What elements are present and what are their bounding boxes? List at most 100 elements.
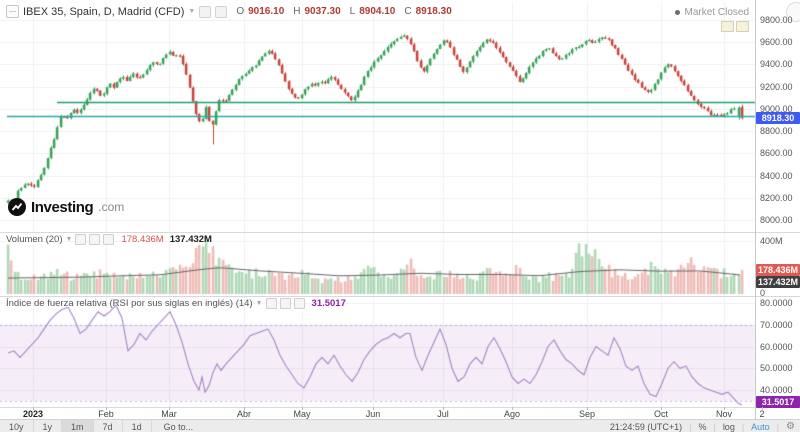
toolbar-right: 21:24:59 (UTC+1) | % | log | Auto | ⚙ bbox=[610, 421, 800, 432]
chart-canvas[interactable] bbox=[0, 0, 800, 407]
time-axis-tick-mark bbox=[661, 407, 662, 410]
collapse-icon[interactable]: — bbox=[6, 5, 19, 18]
rsi-indicator-label[interactable]: Índice de fuerza relativa (RSI por sus s… bbox=[6, 298, 253, 309]
range-buttons: 10y 1y 1m 7d 1d Go to... bbox=[0, 420, 205, 432]
investing-logo-icon bbox=[8, 198, 26, 216]
panel-divider-volume[interactable] bbox=[0, 232, 800, 233]
axis-settings-buttons bbox=[721, 21, 749, 32]
price-axis-tick: 9600.00 bbox=[760, 37, 793, 48]
open-label: O bbox=[236, 6, 245, 17]
open-value: 9016.10 bbox=[248, 6, 285, 17]
chart-settings-icon[interactable] bbox=[786, 2, 800, 22]
volume-indicator-label[interactable]: Volumen (20) bbox=[6, 234, 63, 245]
price-axis-tick: 9800.00 bbox=[760, 15, 793, 25]
time-axis-tick-mark bbox=[724, 407, 725, 410]
volume-axis-tick: 400M bbox=[760, 236, 783, 246]
volume-ma-value: 137.432M bbox=[169, 234, 212, 245]
price-axis-tick: 8400.00 bbox=[760, 170, 793, 181]
time-axis-tick-mark bbox=[443, 407, 444, 410]
price-axis-tick: 8000.00 bbox=[760, 215, 793, 225]
price-axis-tick: 8200.00 bbox=[760, 192, 793, 203]
auto-scale-button[interactable]: Auto bbox=[751, 421, 770, 432]
toolbar-separator: | bbox=[689, 421, 692, 432]
goto-button[interactable]: Go to... bbox=[163, 421, 194, 432]
investing-logo-tld: .com bbox=[98, 200, 125, 214]
panel-divider-rsi[interactable] bbox=[0, 296, 800, 297]
time-axis-label: Abr bbox=[236, 409, 252, 419]
rsi-badge: 31.5017 bbox=[756, 396, 800, 408]
volume-badge-current: 178.436M bbox=[756, 264, 800, 276]
time-axis-tick-mark bbox=[33, 407, 34, 410]
eye-icon[interactable] bbox=[75, 234, 87, 245]
time-axis-label: Feb bbox=[98, 409, 114, 419]
instrument-header: — IBEX 35, Spain, D, Madrid (CFD) ▼ O 90… bbox=[6, 5, 452, 18]
rsi-axis-tick: 60.0000 bbox=[760, 341, 793, 352]
time-axis-label: Jul bbox=[437, 409, 449, 419]
close-icon[interactable] bbox=[103, 234, 115, 245]
time-axis-label: May bbox=[293, 409, 311, 419]
volume-axis-tick: 0 bbox=[760, 288, 766, 298]
price-axis-separator[interactable] bbox=[755, 0, 756, 419]
time-axis-tick-mark bbox=[587, 407, 588, 410]
range-button-1m[interactable]: 1m bbox=[62, 420, 94, 432]
toolbar-separator: | bbox=[741, 421, 745, 432]
time-axis-tick-mark bbox=[762, 407, 763, 410]
gear-icon[interactable] bbox=[89, 234, 101, 245]
chevron-down-icon[interactable]: ▼ bbox=[65, 236, 73, 243]
market-status: Market Closed bbox=[674, 7, 749, 18]
toolbar-separator: | bbox=[713, 421, 716, 432]
volume-badge-ma: 137.432M bbox=[756, 276, 800, 288]
gear-icon[interactable] bbox=[279, 298, 291, 309]
low-label: L bbox=[349, 6, 356, 17]
time-axis-label: Sep bbox=[578, 409, 596, 419]
rsi-axis-tick: 70.0000 bbox=[760, 319, 793, 330]
time-axis-label: Jun bbox=[365, 409, 381, 419]
high-label: H bbox=[293, 6, 301, 17]
eye-icon[interactable] bbox=[265, 298, 277, 309]
close-icon[interactable] bbox=[293, 298, 305, 309]
time-axis-label: 2023 bbox=[22, 409, 44, 419]
eye-icon[interactable] bbox=[199, 5, 212, 18]
gear-icon[interactable] bbox=[215, 5, 228, 18]
range-button-10y[interactable]: 10y bbox=[0, 420, 34, 432]
rsi-axis-tick: 50.0000 bbox=[760, 363, 793, 374]
low-value: 8904.10 bbox=[359, 6, 396, 17]
clock-label: 21:24:59 (UTC+1) bbox=[609, 421, 683, 432]
instrument-title[interactable]: IBEX 35, Spain, D, Madrid (CFD) bbox=[23, 5, 185, 18]
toolbar-separator: | bbox=[776, 421, 780, 432]
price-axis-tick: 9200.00 bbox=[760, 81, 793, 92]
time-axis-tick-mark bbox=[302, 407, 303, 410]
volume-current-value: 178.436M bbox=[121, 234, 164, 245]
close-label: C bbox=[404, 6, 412, 17]
time-axis[interactable]: 2023 Feb Mar Abr May Jun Jul Ago Sep Oct Nov 2 bbox=[0, 407, 800, 419]
axis-settings-icon-1[interactable] bbox=[721, 21, 734, 32]
rsi-axis-tick: 40.0000 bbox=[760, 385, 793, 395]
log-scale-button[interactable]: log bbox=[722, 421, 735, 432]
settings-gear-icon[interactable]: ⚙ bbox=[786, 421, 795, 432]
rsi-panel-header: Índice de fuerza relativa (RSI por sus s… bbox=[6, 298, 346, 309]
high-value: 9037.30 bbox=[304, 6, 341, 17]
rsi-current-value: 31.5017 bbox=[311, 298, 346, 309]
time-axis-tick-mark bbox=[373, 407, 374, 410]
last-price-badge: 8918.30 bbox=[756, 111, 800, 124]
time-axis-label: Oct bbox=[653, 409, 669, 419]
chevron-down-icon[interactable]: ▼ bbox=[255, 300, 263, 307]
time-axis-label: Mar bbox=[161, 409, 177, 419]
investing-logo-text: Investing bbox=[31, 198, 94, 216]
chevron-down-icon[interactable]: ▼ bbox=[188, 8, 196, 15]
range-button-1y[interactable]: 1y bbox=[34, 420, 63, 432]
volume-panel-header: Volumen (20) ▼ 178.436M 137.432M bbox=[6, 234, 212, 245]
price-axis-tick: 9000.00 bbox=[760, 103, 793, 114]
time-axis-tick-mark bbox=[106, 407, 107, 410]
axis-settings-icon-2[interactable] bbox=[736, 21, 749, 32]
close-value: 8918.30 bbox=[415, 6, 452, 17]
market-status-label: Market Closed bbox=[684, 7, 749, 18]
rsi-axis-tick: 80.0000 bbox=[760, 298, 793, 308]
time-axis-label: 2 bbox=[759, 409, 765, 419]
market-status-dot-icon bbox=[674, 10, 680, 15]
range-button-1d[interactable]: 1d bbox=[123, 420, 152, 432]
percent-scale-button[interactable]: % bbox=[698, 421, 707, 432]
range-button-7d[interactable]: 7d bbox=[94, 420, 123, 432]
price-axis-tick: 8800.00 bbox=[760, 126, 793, 137]
